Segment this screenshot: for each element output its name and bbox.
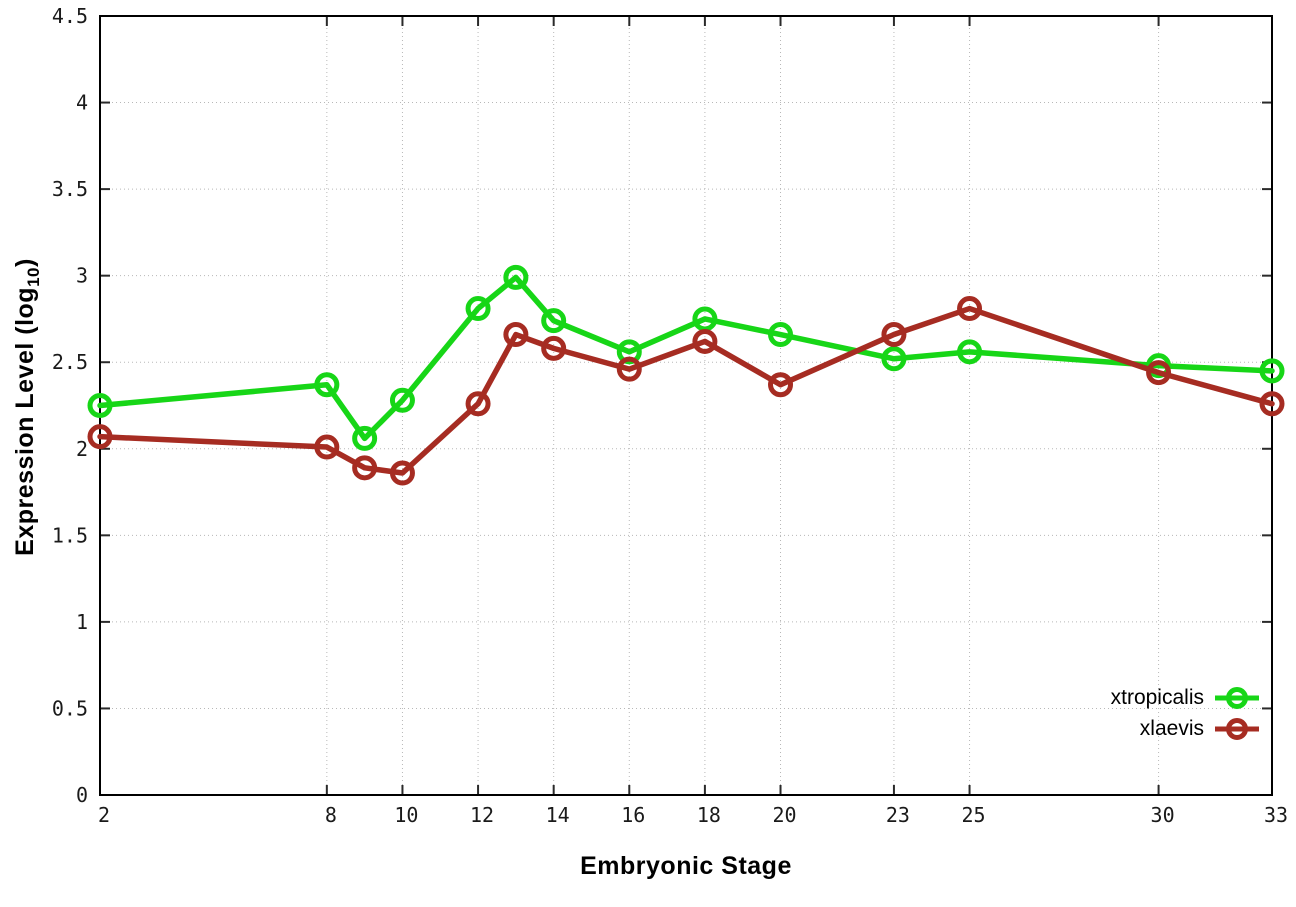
data-point-xlaevis	[541, 335, 567, 361]
data-point-xlaevis	[389, 460, 415, 486]
legend-label: xlaevis	[1139, 717, 1204, 740]
data-point-xlaevis	[1259, 391, 1285, 417]
data-point-xtropicalis	[768, 322, 794, 348]
x-tick-label: 30	[1151, 803, 1175, 827]
data-point-xtropicalis	[389, 387, 415, 413]
data-point-xtropicalis	[87, 393, 113, 418]
data-point-xlaevis	[1146, 360, 1172, 386]
data-point-xlaevis	[87, 424, 113, 450]
data-point-xtropicalis	[465, 296, 491, 322]
legend-item-xlaevis: xlaevis	[1111, 715, 1260, 742]
x-tick-label: 18	[697, 803, 721, 827]
data-point-xtropicalis	[957, 339, 983, 365]
legend-item-xtropicalis: xtropicalis	[1111, 684, 1260, 711]
legend-label: xtropicalis	[1110, 686, 1204, 709]
plot-border	[99, 15, 1273, 796]
y-tick-label: 3	[76, 264, 88, 288]
data-point-xlaevis	[881, 322, 907, 348]
y-tick-label: 4.5	[52, 4, 88, 28]
y-tick-label: 1.5	[52, 523, 88, 547]
y-axis-title-subscript: 10	[24, 267, 43, 287]
y-tick-label: 2.5	[52, 350, 88, 374]
data-point-xlaevis	[616, 356, 642, 382]
data-point-xtropicalis	[881, 346, 907, 372]
x-tick-label: 20	[772, 803, 796, 827]
data-point-xtropicalis	[541, 308, 567, 334]
data-point-xtropicalis	[352, 425, 378, 451]
data-point-xlaevis	[768, 372, 794, 398]
y-tick-label: 0.5	[52, 696, 88, 720]
x-tick-label: 14	[546, 803, 570, 827]
y-axis-title: Expression Level (log10)	[11, 107, 43, 707]
y-tick-label: 3.5	[52, 177, 88, 201]
series-line-xtropicalis	[97, 274, 1275, 442]
x-tick-label: 23	[886, 803, 910, 827]
data-point-xlaevis	[957, 296, 983, 322]
data-point-xlaevis	[465, 391, 491, 417]
x-tick-label: 25	[962, 803, 986, 827]
x-tick-label: 33	[1264, 803, 1288, 827]
x-axis-title: Embryonic Stage	[580, 852, 792, 880]
x-tick-label: 12	[470, 803, 494, 827]
y-tick-label: 0	[76, 783, 88, 807]
series-line-xlaevis	[97, 305, 1275, 476]
x-tick-label: 16	[621, 803, 645, 827]
x-tick-label: 10	[394, 803, 418, 827]
y-axis-title-close: )	[11, 258, 39, 267]
data-point-xtropicalis	[616, 339, 642, 365]
data-point-xtropicalis	[503, 264, 529, 290]
y-tick-label: 1	[76, 610, 88, 634]
data-point-xlaevis	[314, 434, 340, 460]
data-point-xlaevis	[503, 322, 529, 348]
data-point-xtropicalis	[1259, 358, 1285, 384]
legend-marker-xtropicalis-icon	[1215, 686, 1259, 709]
data-point-xtropicalis	[314, 372, 340, 398]
data-point-xlaevis	[692, 328, 718, 354]
x-tick-label: 2	[98, 803, 110, 827]
legend-marker-xlaevis-icon	[1215, 717, 1259, 740]
data-point-xtropicalis	[692, 306, 718, 332]
data-point-xlaevis	[352, 455, 378, 481]
y-tick-label: 4	[76, 91, 88, 115]
y-tick-label: 2	[76, 437, 88, 461]
legend: xtropicalis xlaevis	[1111, 684, 1260, 742]
x-tick-label: 8	[325, 803, 337, 827]
y-axis-title-text: Expression Level (log	[11, 286, 39, 556]
